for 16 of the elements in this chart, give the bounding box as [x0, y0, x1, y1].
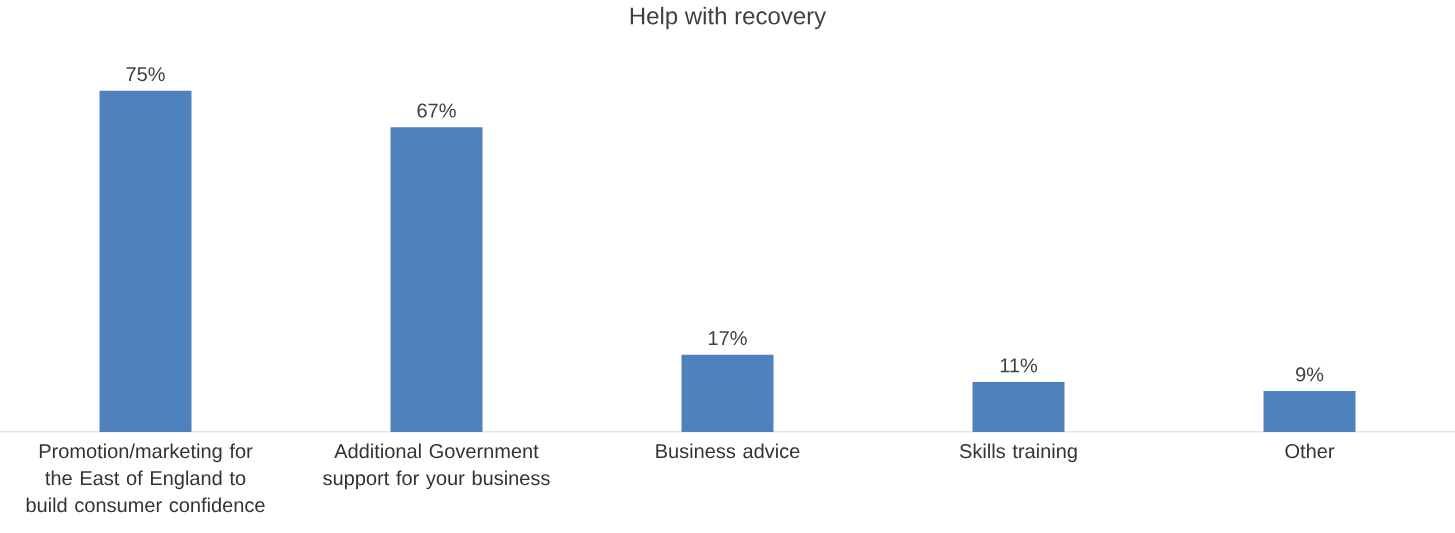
x-tick-label: Additional Government support for your business: [323, 443, 550, 490]
bar: [390, 127, 483, 432]
bar: [972, 381, 1065, 432]
bar: [99, 90, 192, 432]
x-tick-label: Promotion/marketing for the East of England to build consumer confidence: [26, 443, 265, 513]
x-tick-label: Skills training: [959, 443, 1077, 463]
data-label: 75%: [126, 67, 165, 82]
chart-title: Help with recovery: [630, 6, 827, 30]
bar: [681, 354, 774, 432]
data-label: 67%: [417, 103, 456, 118]
x-tick-label: Business advice: [656, 443, 800, 459]
data-label: 17%: [709, 331, 747, 346]
bar: [1263, 391, 1356, 432]
data-label: 9%: [1296, 367, 1324, 382]
data-label: 11%: [1000, 358, 1038, 373]
x-tick-label: Other: [1285, 443, 1335, 459]
